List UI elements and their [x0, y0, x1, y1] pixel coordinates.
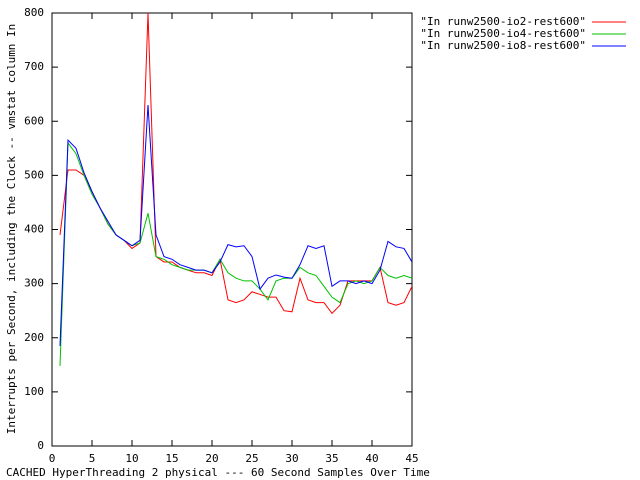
x-tick-label: 30	[285, 452, 298, 465]
x-tick-label: 0	[49, 452, 56, 465]
legend-label: "In runw2500-io8-rest600"	[420, 39, 586, 52]
x-tick-label: 40	[365, 452, 378, 465]
y-tick-label: 300	[24, 277, 44, 290]
series-line	[59, 13, 412, 315]
y-axis-label: Interrupts per Second, including the Clo…	[5, 24, 18, 435]
x-tick-label: 45	[405, 452, 418, 465]
y-tick-label: 0	[37, 439, 44, 452]
y-tick-label: 500	[24, 168, 44, 181]
x-tick-label: 25	[245, 452, 258, 465]
x-tick-label: 10	[125, 452, 138, 465]
x-tick-label: 15	[165, 452, 178, 465]
y-tick-label: 800	[24, 6, 44, 19]
x-axis-label: CACHED HyperThreading 2 physical --- 60 …	[6, 466, 430, 479]
plot-area	[59, 13, 412, 366]
y-tick-label: 200	[24, 331, 44, 344]
legend-label: "In runw2500-io2-rest600"	[420, 15, 586, 28]
y-tick-label: 400	[24, 223, 44, 236]
y-tick-label: 100	[24, 385, 44, 398]
legend-label: "In runw2500-io4-rest600"	[420, 27, 586, 40]
plot-frame	[51, 12, 413, 447]
y-tick-label: 700	[24, 60, 44, 73]
series-line	[59, 104, 412, 346]
y-tick-label: 600	[24, 114, 44, 127]
x-tick-label: 35	[325, 452, 338, 465]
x-tick-label: 20	[205, 452, 218, 465]
x-tick-label: 5	[89, 452, 96, 465]
series-line	[59, 141, 412, 366]
